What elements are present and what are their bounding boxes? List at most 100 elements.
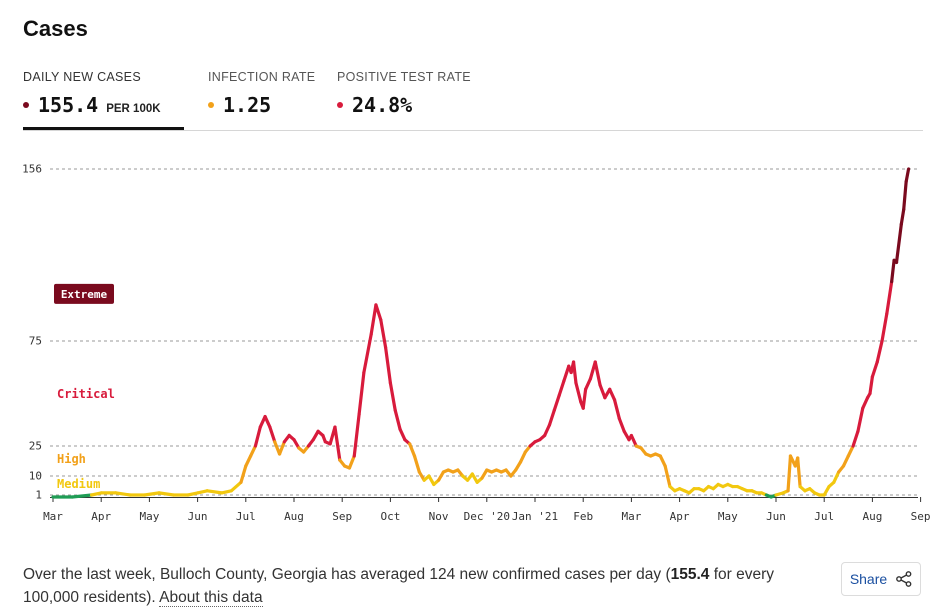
- series-segment: [885, 279, 894, 315]
- series-segment: [904, 167, 911, 184]
- series-segment: [383, 345, 392, 385]
- x-tick-label: Jul: [236, 510, 256, 523]
- series-segment: [379, 318, 388, 349]
- series-segment: [186, 491, 200, 497]
- x-tick-label: Feb: [573, 510, 593, 523]
- y-tick-label: 75: [29, 335, 42, 348]
- series-segment: [229, 480, 243, 493]
- x-tick-label: Apr: [670, 510, 690, 523]
- series-segment: [253, 425, 262, 448]
- series-segment: [658, 454, 667, 468]
- tab-daily-new-cases[interactable]: DAILY NEW CASES 155.4 PER 100K: [23, 70, 161, 117]
- status-dot-icon: [23, 102, 29, 108]
- tab-positive-test-rate[interactable]: POSITIVE TEST RATE 24.8%: [337, 70, 471, 117]
- series-segment: [412, 454, 421, 474]
- series-segment: [263, 415, 272, 429]
- summary-highlight: 155.4: [670, 566, 710, 583]
- about-data-link[interactable]: About this data: [159, 589, 263, 607]
- cases-chart: 1 10 25 75 156 Mar Apr May Jun Jul Aug Sep Oct Nov Dec…: [22, 163, 931, 524]
- series-segment: [388, 381, 397, 412]
- tab-value: 1.25: [223, 93, 272, 117]
- x-tick-label: Nov: [429, 510, 449, 523]
- risk-badge-extreme: [54, 283, 114, 304]
- series-segment: [894, 222, 903, 265]
- x-tick-label: Mar: [621, 510, 641, 523]
- series-segment: [902, 180, 908, 211]
- summary-text-end: for every 100,000 residents).: [23, 566, 775, 606]
- series-segment: [786, 454, 793, 493]
- x-tick-label: Apr: [91, 510, 111, 523]
- y-tick-label: 25: [29, 440, 42, 453]
- tab-value: 155.4: [38, 93, 99, 117]
- series-segment: [333, 425, 342, 462]
- series-segment: [663, 464, 672, 489]
- tab-divider: [23, 130, 923, 131]
- risk-label-extreme: Extreme: [61, 288, 108, 301]
- series-segment: [574, 381, 583, 404]
- risk-label-medium: Medium: [57, 477, 100, 491]
- series-segment: [841, 454, 850, 468]
- series-segment: [268, 425, 277, 444]
- series-segment: [114, 491, 132, 497]
- series-segment: [868, 375, 875, 396]
- tab-label: INFECTION RATE: [208, 70, 316, 84]
- tab-infection-rate[interactable]: INFECTION RATE 1.25: [208, 70, 315, 117]
- series-segment: [598, 383, 607, 400]
- series-segment: [861, 396, 870, 410]
- x-tick-label: Aug: [862, 510, 882, 523]
- share-icon: [896, 571, 912, 587]
- y-tick-label: 10: [29, 470, 42, 483]
- x-tick-label: Jun: [188, 510, 208, 523]
- series-segment: [880, 311, 889, 343]
- summary-text-start: Over the last week, Bulloch County, Geor…: [23, 566, 671, 583]
- series-segment: [547, 408, 556, 427]
- series-segment: [890, 258, 896, 284]
- x-tick-label: Jun: [766, 510, 786, 523]
- series-segment: [157, 491, 176, 497]
- x-tick-label: Oct: [380, 510, 400, 523]
- series-segment: [518, 450, 527, 464]
- series-segment: [249, 444, 258, 458]
- x-tick-label: Sep: [911, 510, 931, 523]
- series-segment: [851, 429, 860, 448]
- share-button[interactable]: Share: [841, 562, 921, 596]
- status-dot-icon: [208, 102, 214, 108]
- series-segment: [629, 433, 638, 448]
- series-segment: [584, 377, 593, 391]
- series-segment: [571, 360, 578, 385]
- series-segment: [543, 423, 552, 438]
- status-dot-icon: [337, 102, 343, 108]
- series-segment: [593, 360, 602, 387]
- series-segment: [408, 442, 417, 458]
- series-segment: [856, 406, 865, 433]
- series-segment: [374, 303, 383, 322]
- x-tick-label: Dec '20: [464, 510, 510, 523]
- series-segment: [70, 493, 94, 499]
- x-tick-label: Aug: [284, 510, 304, 523]
- tab-unit: PER 100K: [106, 103, 161, 115]
- series-segment: [220, 489, 233, 495]
- x-tick-label: Mar: [43, 510, 63, 523]
- series-segment: [832, 470, 841, 484]
- series-segment: [369, 303, 378, 337]
- risk-label-high: High: [57, 452, 86, 466]
- series-segment: [822, 484, 831, 497]
- series-segment: [89, 491, 103, 497]
- series-segment: [875, 339, 884, 364]
- summary-text: Over the last week, Bulloch County, Geor…: [23, 563, 803, 609]
- series-segment: [557, 379, 566, 398]
- series-segment: [347, 454, 356, 470]
- series-segment: [552, 394, 561, 412]
- x-tick-label: Jan '21: [512, 510, 558, 523]
- series-segment: [393, 408, 402, 431]
- page-title: Cases: [23, 16, 88, 41]
- series-segment: [608, 387, 617, 402]
- x-tick-label: May: [718, 510, 738, 523]
- x-tick-label: Jul: [814, 510, 834, 523]
- series-segment: [239, 464, 248, 484]
- active-tab-indicator: [23, 127, 184, 130]
- series-segment: [899, 207, 906, 226]
- series-segment: [581, 387, 588, 410]
- tab-label: DAILY NEW CASES: [23, 70, 141, 84]
- series-segment: [277, 440, 286, 456]
